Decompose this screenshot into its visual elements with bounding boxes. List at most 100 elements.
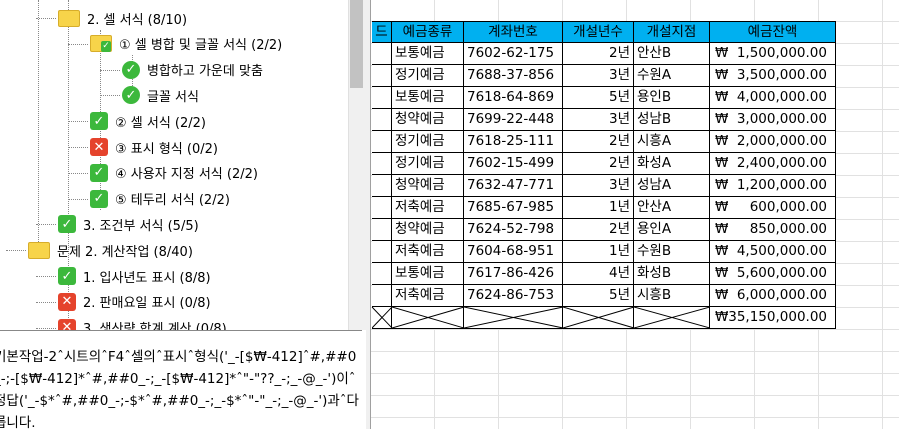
tree-item[interactable]: ✓ ② 셀 서식 (2/2) <box>90 110 206 132</box>
cell <box>464 307 563 329</box>
item-label: ④ 사용자 지정 서식 (2/2) <box>115 167 258 183</box>
cell: 용인A <box>634 219 710 241</box>
cell: 성남A <box>634 175 710 197</box>
cell <box>372 197 392 219</box>
cell: ₩1,200,000.00 <box>710 175 836 197</box>
tree-item[interactable]: ✓ 3. 조건부 서식 (5/5) <box>58 213 199 235</box>
cell: 7699-22-448 <box>464 109 563 131</box>
amount: 3,000,000.00 <box>736 111 827 127</box>
header-cell: 예금종류 <box>392 21 464 43</box>
diagonal-border <box>464 307 562 328</box>
tree-item[interactable]: ✕ 2. 판매요일 표시 (0/8) <box>58 291 211 313</box>
tree-item[interactable]: ✓ 1. 입사년도 표시 (8/8) <box>58 265 211 287</box>
amount: 5,600,000.00 <box>736 265 827 281</box>
cell: 1년 <box>563 197 634 219</box>
status-icon: ✓ <box>122 86 140 105</box>
item-label: 3. 생산량 합계 계산 (0/8) <box>83 322 227 330</box>
tree-item[interactable]: ✕ ③ 표시 형식 (0/2) <box>90 136 218 158</box>
cell: ₩6,000,000.00 <box>710 285 836 307</box>
cell <box>372 307 392 329</box>
cell: 화성A <box>634 153 710 175</box>
diagonal-border <box>392 307 463 328</box>
item-label: 병합하고 가운데 맞춤 <box>147 64 263 80</box>
tree-line <box>36 301 56 303</box>
amount: 850,000.00 <box>749 221 827 237</box>
header-cell: 예금잔액 <box>710 21 836 43</box>
cell: 시흥A <box>634 131 710 153</box>
tree-line <box>36 18 56 19</box>
tree-item[interactable]: ✓ ① 셀 병합 및 글꼴 서식 (2/2) <box>90 33 282 55</box>
cell: ₩3,500,000.00 <box>710 65 836 87</box>
total-amount: 35,150,000.00 <box>728 309 827 325</box>
cell: 2년 <box>563 219 634 241</box>
cell: 7624-52-798 <box>464 219 563 241</box>
amount: 1,500,000.00 <box>736 45 827 61</box>
status-icon <box>28 241 50 259</box>
amount: 1,200,000.00 <box>736 177 827 193</box>
item-label: 문제 2. 계산작업 (8/40) <box>57 244 193 260</box>
status-icon: ✓ <box>90 163 108 182</box>
currency-symbol: ₩ <box>715 67 729 83</box>
cell: 3년 <box>563 65 634 87</box>
item-label: ① 셀 병합 및 글꼴 서식 (2/2) <box>119 38 283 54</box>
status-icon: ✓ <box>58 267 76 285</box>
currency-symbol: ₩ <box>715 111 729 127</box>
cell: 5년 <box>563 87 634 109</box>
tree-line <box>68 147 88 148</box>
status-icon: ✓ <box>90 112 108 131</box>
cell: 7602-62-175 <box>464 43 563 65</box>
amount: 4,500,000.00 <box>736 243 827 259</box>
tree-item[interactable]: 2. 셀 서식 (8/10) <box>58 7 187 29</box>
amount: 600,000.00 <box>749 199 827 215</box>
currency-symbol: ₩ <box>715 155 729 171</box>
cell: 청약예금 <box>392 109 464 131</box>
cell <box>372 109 392 131</box>
tree-item[interactable]: 문제 2. 계산작업 (8/40) <box>28 239 193 261</box>
splitter <box>366 0 371 429</box>
cell: 2년 <box>563 131 634 153</box>
tree-line <box>38 0 39 250</box>
tree-item[interactable]: ✓ 병합하고 가운데 맞춤 <box>122 59 263 81</box>
scroll-thumb[interactable] <box>350 0 363 88</box>
amount: 4,000,000.00 <box>736 89 827 105</box>
tree-line <box>68 172 88 174</box>
tree-line <box>68 198 88 200</box>
cell: 화성B <box>634 263 710 285</box>
cell: 1년 <box>563 241 634 263</box>
cell: ₩4,500,000.00 <box>710 241 836 263</box>
cell: ₩2,400,000.00 <box>710 153 836 175</box>
status-icon: ✓ <box>90 189 108 208</box>
cell: 청약예금 <box>392 219 464 241</box>
tree-item[interactable]: ✓ ④ 사용자 지정 서식 (2/2) <box>90 162 258 184</box>
cell: 7618-25-111 <box>464 131 563 153</box>
cell <box>372 219 392 241</box>
tree-item[interactable]: ✓ ⑤ 테두리 서식 (2/2) <box>90 188 230 210</box>
cell: ₩5,600,000.00 <box>710 263 836 285</box>
cell: 4년 <box>563 263 634 285</box>
cell: ₩1,500,000.00 <box>710 43 836 65</box>
cell <box>634 307 710 329</box>
currency-symbol: ₩ <box>715 199 729 215</box>
status-icon <box>58 9 80 27</box>
cell: 수원A <box>634 65 710 87</box>
tree-line <box>36 276 56 277</box>
cell: 정기예금 <box>392 65 464 87</box>
message-text: 기본작업-2ˆ시트의ˆF4ˆ셀의ˆ표시ˆ형식('_-[$₩-412]ˆ#,##0… <box>0 349 359 431</box>
cell: ₩3,000,000.00 <box>710 109 836 131</box>
tree-item[interactable]: ✕ 3. 생산량 합계 계산 (0/8) <box>58 317 227 330</box>
tree-item[interactable]: ✓ 글꼴 서식 <box>122 84 199 106</box>
tree-line <box>68 0 69 330</box>
cell: 7604-68-951 <box>464 241 563 263</box>
tree-line <box>68 43 88 45</box>
cell <box>372 263 392 285</box>
cell: ₩4,000,000.00 <box>710 87 836 109</box>
cell: ₩35,150,000.00 <box>710 307 836 329</box>
cell: 저축예금 <box>392 197 464 219</box>
cell: 7685-67-985 <box>464 197 563 219</box>
cell: 3년 <box>563 109 634 131</box>
cell: 7624-86-753 <box>464 285 563 307</box>
tree-line <box>68 121 88 123</box>
cell: 3년 <box>563 175 634 197</box>
cell: 청약예금 <box>392 175 464 197</box>
cell: 7602-15-499 <box>464 153 563 175</box>
